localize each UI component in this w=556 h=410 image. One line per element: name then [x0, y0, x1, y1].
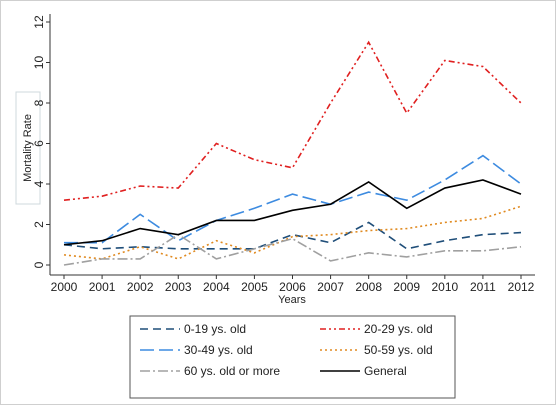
legend — [129, 315, 456, 399]
y-tick-label: 12 — [32, 15, 46, 29]
x-tick-label: 2009 — [393, 280, 420, 294]
y-tick-label: 10 — [32, 56, 46, 70]
x-tick-label: 2002 — [127, 280, 154, 294]
y-tick-label: 4 — [32, 180, 46, 187]
x-tick-label: 2010 — [431, 280, 458, 294]
x-tick-label: 2000 — [51, 280, 78, 294]
y-tick-label: 8 — [32, 99, 46, 106]
series-line — [63, 233, 522, 266]
y-tick-label: 6 — [32, 140, 46, 147]
x-tick-label: 2005 — [241, 280, 268, 294]
x-tick-label: 2003 — [165, 280, 192, 294]
x-tick-label: 2004 — [203, 280, 230, 294]
x-tick-label: 2001 — [89, 280, 116, 294]
x-tick-label: 2006 — [279, 280, 306, 294]
y-axis-label: Mortality Rate — [22, 114, 34, 182]
y-tick-label: 0 — [32, 261, 46, 268]
x-tick-label: 2011 — [470, 280, 496, 294]
x-tick-label: 2007 — [317, 280, 344, 294]
legend-label: 60 ys. old or more — [184, 364, 280, 378]
series-line — [64, 154, 522, 244]
y-tick-label: 2 — [32, 221, 46, 228]
x-tick-label: 2012 — [508, 280, 535, 294]
legend-label: 0-19 ys. old — [184, 322, 246, 336]
x-tick-label: 2008 — [355, 280, 382, 294]
series-line — [63, 205, 522, 260]
series-line — [63, 179, 522, 246]
legend-label: 20-29 ys. old — [364, 322, 433, 336]
x-axis-label: Years — [278, 294, 306, 306]
series-line — [63, 40, 522, 201]
legend-label: General — [364, 364, 407, 378]
legend-label: 50-59 ys. old — [364, 343, 433, 357]
legend-label: 30-49 ys. old — [184, 343, 253, 357]
ylabel-box — [15, 91, 41, 205]
